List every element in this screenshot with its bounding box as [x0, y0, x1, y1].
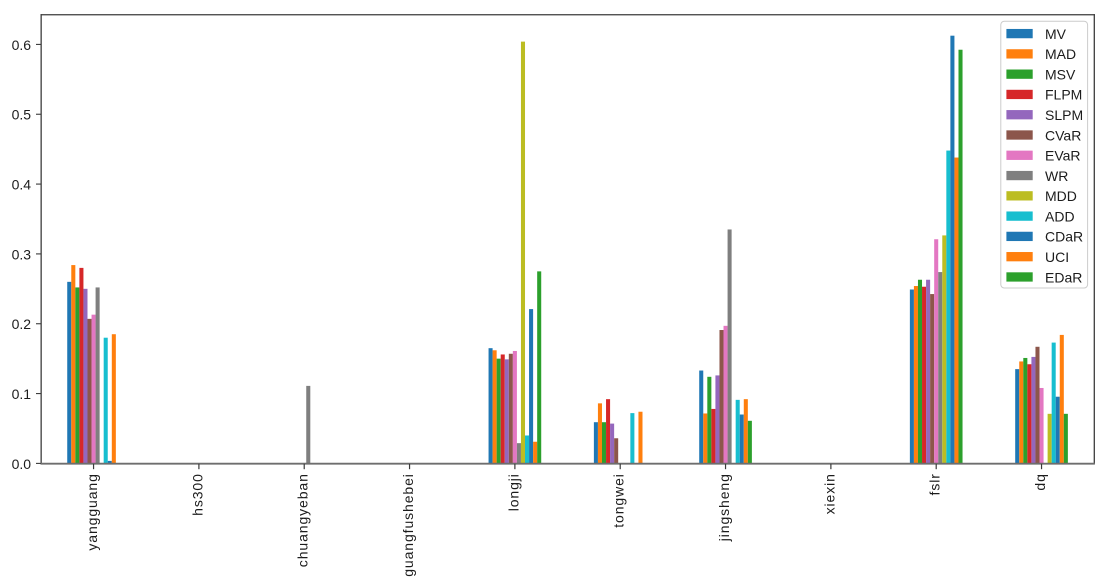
svg-text:chuangyeban: chuangyeban [295, 473, 311, 567]
svg-text:longji: longji [505, 473, 521, 511]
svg-text:MSV: MSV [1045, 66, 1076, 82]
svg-text:fslr: fslr [927, 473, 943, 495]
svg-text:0.1: 0.1 [12, 386, 32, 402]
svg-text:CVaR: CVaR [1045, 127, 1081, 143]
svg-text:jingsheng: jingsheng [716, 473, 732, 542]
svg-text:EDaR: EDaR [1045, 269, 1082, 285]
svg-text:yangguang: yangguang [84, 473, 100, 550]
svg-text:EVaR: EVaR [1045, 148, 1081, 164]
svg-text:0.4: 0.4 [12, 176, 32, 192]
svg-text:MV: MV [1045, 26, 1067, 42]
svg-text:tongwei: tongwei [611, 473, 627, 528]
svg-text:0.5: 0.5 [12, 107, 32, 123]
svg-text:guangfushebei: guangfushebei [400, 473, 416, 577]
svg-text:hs300: hs300 [189, 473, 205, 516]
svg-text:ADD: ADD [1045, 208, 1075, 224]
svg-text:MAD: MAD [1045, 46, 1076, 62]
svg-text:CDaR: CDaR [1045, 229, 1083, 245]
svg-text:xiexin: xiexin [821, 473, 837, 514]
svg-text:0.6: 0.6 [12, 37, 32, 53]
svg-text:0.2: 0.2 [12, 316, 32, 332]
svg-text:dq: dq [1032, 473, 1048, 490]
svg-text:UCI: UCI [1045, 249, 1069, 265]
svg-text:FLPM: FLPM [1045, 87, 1082, 103]
svg-text:0.3: 0.3 [12, 246, 32, 262]
svg-text:MDD: MDD [1045, 188, 1077, 204]
svg-text:0.0: 0.0 [12, 456, 32, 472]
svg-text:SLPM: SLPM [1045, 107, 1083, 123]
svg-text:WR: WR [1045, 168, 1068, 184]
